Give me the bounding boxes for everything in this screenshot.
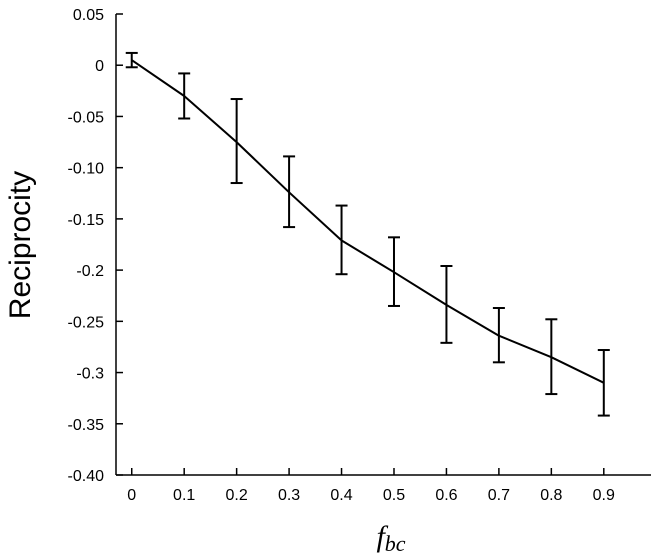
x-tick-label: 0.3 bbox=[278, 487, 300, 504]
x-axis: 0 0.1 0.2 0.3 0.4 0.5 0.6 0.7 0.8 0.9 bbox=[116, 468, 651, 504]
x-tick-label: 0 bbox=[127, 487, 136, 504]
y-tick-label: -0.10 bbox=[68, 161, 105, 178]
y-tick-label: -0.25 bbox=[68, 314, 105, 331]
y-tick-label: -0.05 bbox=[68, 109, 105, 126]
x-tick-label: 0.9 bbox=[593, 487, 615, 504]
x-tick-label: 0.5 bbox=[383, 487, 405, 504]
series-line bbox=[131, 59, 605, 384]
x-tick-label: 0.2 bbox=[226, 487, 248, 504]
y-tick-label: -0.15 bbox=[68, 212, 105, 229]
x-tick-label: 0.7 bbox=[488, 487, 510, 504]
y-tick-label: -0.2 bbox=[76, 263, 104, 280]
x-tick-label: 0.8 bbox=[540, 487, 562, 504]
y-tick-label: -0.35 bbox=[68, 417, 105, 434]
x-tick-label: 0.6 bbox=[435, 487, 457, 504]
y-tick-label: 0 bbox=[95, 58, 104, 75]
y-axis: 0.05 0 -0.05 -0.10 -0.15 -0.2 -0.25 -0.3 -0.35 -0… bbox=[68, 7, 123, 485]
x-axis-title: fbc bbox=[376, 520, 405, 556]
y-axis-title: Reciprocity bbox=[4, 171, 37, 319]
data-series bbox=[131, 59, 605, 384]
y-tick-label: -0.40 bbox=[68, 468, 105, 485]
y-tick-label: -0.3 bbox=[76, 366, 104, 383]
x-tick-label: 0.4 bbox=[330, 487, 352, 504]
x-axis-title-subscript: bc bbox=[385, 531, 406, 556]
y-tick-label: 0.05 bbox=[73, 7, 104, 24]
x-tick-label: 0.1 bbox=[173, 487, 195, 504]
